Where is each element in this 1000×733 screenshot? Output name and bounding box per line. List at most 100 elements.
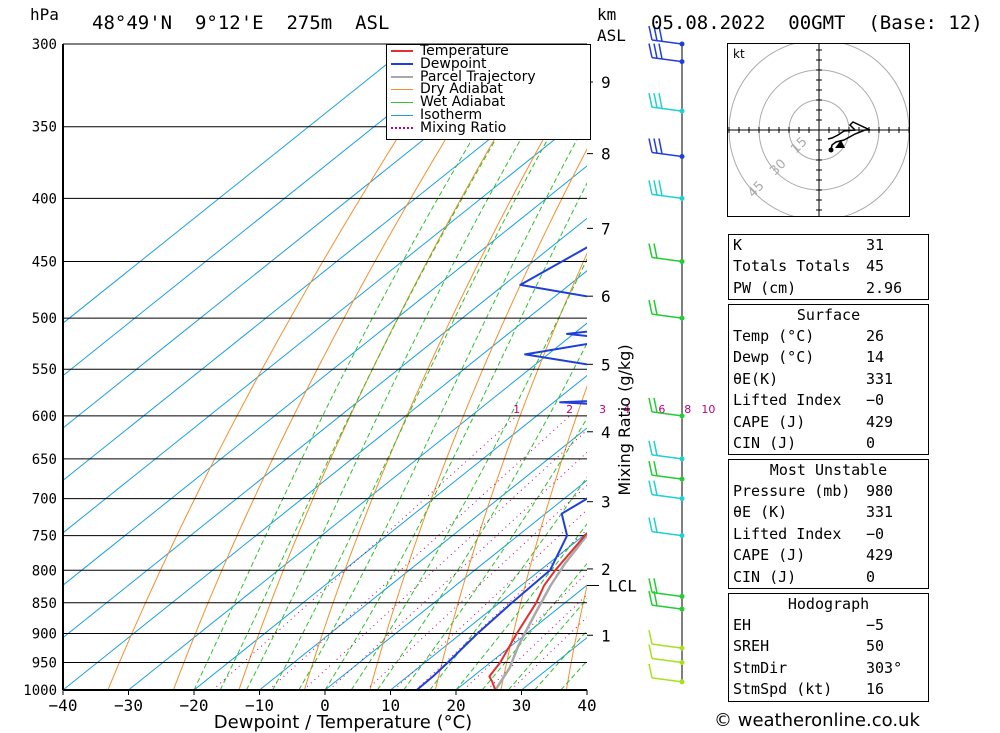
x-tick-label: 10: [381, 696, 400, 715]
chart-legend: Temperature Dewpoint Parcel Trajectory D…: [386, 44, 591, 140]
km-unit: km: [597, 5, 617, 24]
wind-level-dot: [679, 59, 685, 65]
wind-barb: [648, 138, 683, 158]
isotherm-line: [390, 532, 587, 690]
wind-barb: [648, 25, 683, 45]
surface-row: Temp (°C) 26: [733, 327, 885, 345]
legend-dry-adiabat: Dry Adiabat: [387, 83, 590, 96]
wind-barb: [648, 299, 683, 319]
mixing-ratio-line: [415, 528, 587, 690]
wind-barb: [648, 243, 683, 263]
pressure-tick-label: 400: [32, 191, 57, 207]
datetime-title: 05.08.2022 00GMT (Base: 12): [651, 12, 983, 34]
wind-barb: [648, 517, 683, 537]
wet-adiabat-line: [298, 119, 587, 690]
mixing-ratio-line: [212, 415, 517, 690]
legend-temperature: Temperature: [387, 44, 590, 58]
isotherm-line: [63, 44, 413, 324]
wet-adiabat-line: [245, 44, 577, 690]
mixing-ratio-axis-label: Mixing Ratio (g/kg): [615, 344, 634, 495]
mu-row: CAPE (J) 429: [733, 546, 894, 565]
hodo-ring-label-45: 45: [745, 179, 767, 201]
wind-barb: [648, 630, 683, 649]
temperature-line: [488, 532, 587, 690]
location-title: 48°49'N 9°12'E 275m ASL: [92, 12, 390, 34]
surface-row: Dewp (°C) 14: [733, 348, 885, 367]
wet-adiabat-line: [403, 417, 587, 690]
pressure-tick-label: 650: [32, 452, 57, 468]
isotherm-line: [128, 322, 587, 690]
pressure-tick-label: 900: [32, 626, 57, 642]
x-tick-label: 0: [320, 696, 330, 715]
isotherm-line: [63, 44, 478, 377]
isotherm-line: [63, 270, 587, 690]
wet-adiabat-line: [219, 44, 553, 690]
hodo-surface-point: [828, 147, 834, 153]
isotherm-line: [63, 217, 587, 639]
mixing-ratio-label: 1: [513, 403, 520, 416]
legend-mixing-ratio: Mixing Ratio: [387, 121, 590, 135]
index-k: K 31: [733, 236, 885, 254]
mixing-ratio-label: 2: [566, 403, 573, 416]
mixing-ratio-label: 3: [599, 403, 606, 416]
surface-table: Surface Temp (°C) 26 Dewp (°C) 14 θE(K) 331…: [728, 304, 929, 456]
hodo-row: StmDir 303°: [733, 658, 903, 677]
km-tick-label: 5: [601, 355, 611, 374]
dry-adiabat-line: [565, 583, 587, 690]
pressure-tick-label: 600: [32, 409, 57, 425]
wind-barb: [648, 397, 683, 417]
hodo-ring-label-30: 30: [767, 157, 789, 179]
hodograph: 15 30 45 kt: [727, 39, 910, 221]
hodograph-plot: 15 30 45 kt: [728, 39, 910, 221]
mixing-ratio-label: 10: [701, 403, 715, 416]
isotherm-line: [324, 479, 587, 690]
km-tick-label: 7: [601, 219, 611, 238]
legend-isotherm: Isotherm: [387, 108, 590, 122]
pressure-tick-label: 350: [32, 120, 57, 136]
pressure-tick-label: 800: [32, 563, 57, 579]
pressure-tick-label: 950: [32, 655, 57, 671]
isotherm-line: [259, 427, 587, 690]
dry-adiabat-line: [958, 44, 1000, 690]
pressure-tick-label: 300: [32, 37, 57, 53]
pressure-tick-label: 1000: [23, 683, 57, 699]
pressure-tick-label: 700: [32, 492, 57, 508]
hodo-heading: Hodograph: [787, 595, 870, 613]
mu-heading: Most Unstable: [769, 461, 888, 479]
hodo-row: StmSpd (kt) 16: [733, 680, 885, 699]
surface-heading: Surface: [796, 306, 861, 324]
isotherm-line: [63, 60, 587, 482]
mixing-ratio-label: 8: [684, 403, 691, 416]
x-axis-label: Dewpoint / Temperature (°C): [214, 712, 472, 733]
mu-row: θE (K) 331: [733, 503, 894, 522]
surface-row: CAPE (J) 429: [733, 412, 894, 431]
mixing-ratio-label: 4: [623, 403, 630, 416]
wind-barb: [648, 180, 683, 200]
legend-dewpoint: Dewpoint: [387, 57, 590, 71]
km-tick-label: 9: [601, 73, 611, 92]
hodo-trace: [827, 121, 871, 151]
wind-barb: [648, 663, 683, 683]
x-tick-label: −20: [180, 696, 209, 715]
wet-adiabat-line: [193, 44, 531, 690]
pressure-tick-label: 550: [32, 362, 57, 378]
isotherm-line: [63, 165, 587, 586]
km-tick-label: 8: [601, 145, 611, 164]
legend-parcel: Parcel Trajectory: [387, 70, 590, 83]
km-tick-label: 4: [601, 423, 611, 442]
asl-unit: ASL: [597, 26, 626, 45]
surface-row: CIN (J) 0: [733, 433, 876, 452]
lcl-label: LCL: [608, 576, 637, 595]
wind-barb: [648, 460, 683, 480]
legend-wet-adiabat: Wet Adiabat: [387, 95, 590, 109]
copyright[interactable]: © weatheronline.co.uk: [714, 710, 920, 731]
wind-barb: [648, 43, 683, 63]
x-tick-label: 20: [446, 696, 465, 715]
pressure-unit: hPa: [30, 5, 59, 24]
indices-table: K 31 Totals Totals 45 PW (cm) 2.96: [728, 234, 929, 301]
hodo-ring-label-15: 15: [788, 135, 810, 157]
hodo-unit: kt: [733, 47, 745, 61]
parcel-trajectory-line: [494, 533, 587, 690]
x-tick-label: 30: [512, 696, 531, 715]
